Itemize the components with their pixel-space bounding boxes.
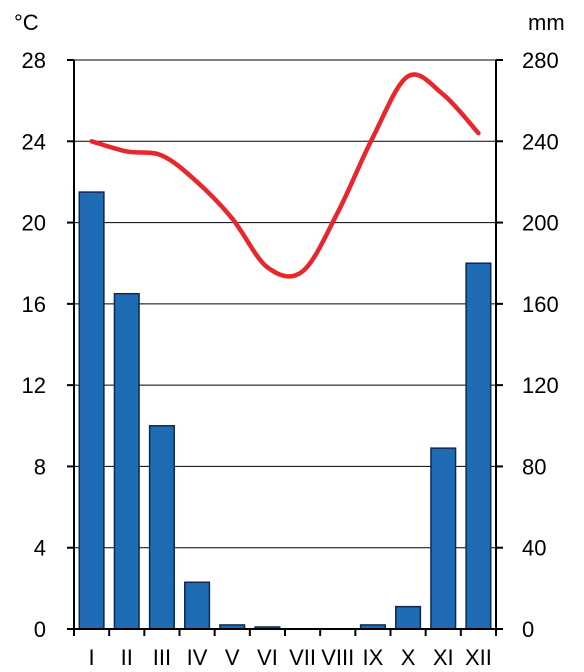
y-left-tick-label: 12 <box>22 373 46 398</box>
month-label: II <box>121 645 133 670</box>
precipitation-bar <box>184 581 211 630</box>
precipitation-bar <box>78 191 105 630</box>
precipitation-bar <box>148 425 175 630</box>
left-unit-label: °C <box>14 10 39 35</box>
month-label: X <box>401 645 416 670</box>
month-label: VII <box>289 645 316 670</box>
y-left-tick-label: 24 <box>22 129 46 154</box>
precipitation-bar <box>395 605 422 630</box>
month-label: III <box>153 645 171 670</box>
right-unit-label: mm <box>528 10 565 35</box>
y-right-tick-label: 240 <box>522 129 559 154</box>
temperature-line <box>89 72 481 279</box>
y-left-tick-label: 0 <box>34 617 46 642</box>
y-left-tick-label: 4 <box>34 536 46 561</box>
month-label: VIII <box>321 645 354 670</box>
y-right-tick-label: 160 <box>522 292 559 317</box>
axes <box>67 59 503 636</box>
precipitation-bar <box>430 447 457 630</box>
temperature-curve <box>89 72 481 279</box>
y-left-tick-label: 28 <box>22 48 46 73</box>
y-right-tick-label: 0 <box>522 617 534 642</box>
precipitation-bar <box>113 292 140 630</box>
month-label: XI <box>433 645 454 670</box>
month-label: V <box>225 645 240 670</box>
month-label: IX <box>363 645 384 670</box>
gridlines <box>74 59 496 549</box>
y-right-tick-label: 40 <box>522 536 546 561</box>
precipitation-bars <box>78 191 492 630</box>
y-left-tick-label: 8 <box>34 454 46 479</box>
month-label: VI <box>257 645 278 670</box>
y-right-tick-label: 80 <box>522 454 546 479</box>
y-right-tick-label: 120 <box>522 373 559 398</box>
month-label: XII <box>465 645 492 670</box>
y-right-tick-label: 280 <box>522 48 559 73</box>
precipitation-bar <box>465 262 492 630</box>
y-left-tick-label: 20 <box>22 211 46 236</box>
month-label: IV <box>187 645 208 670</box>
y-right-tick-label: 200 <box>522 211 559 236</box>
y-left-tick-label: 16 <box>22 292 46 317</box>
month-label: I <box>89 645 95 670</box>
